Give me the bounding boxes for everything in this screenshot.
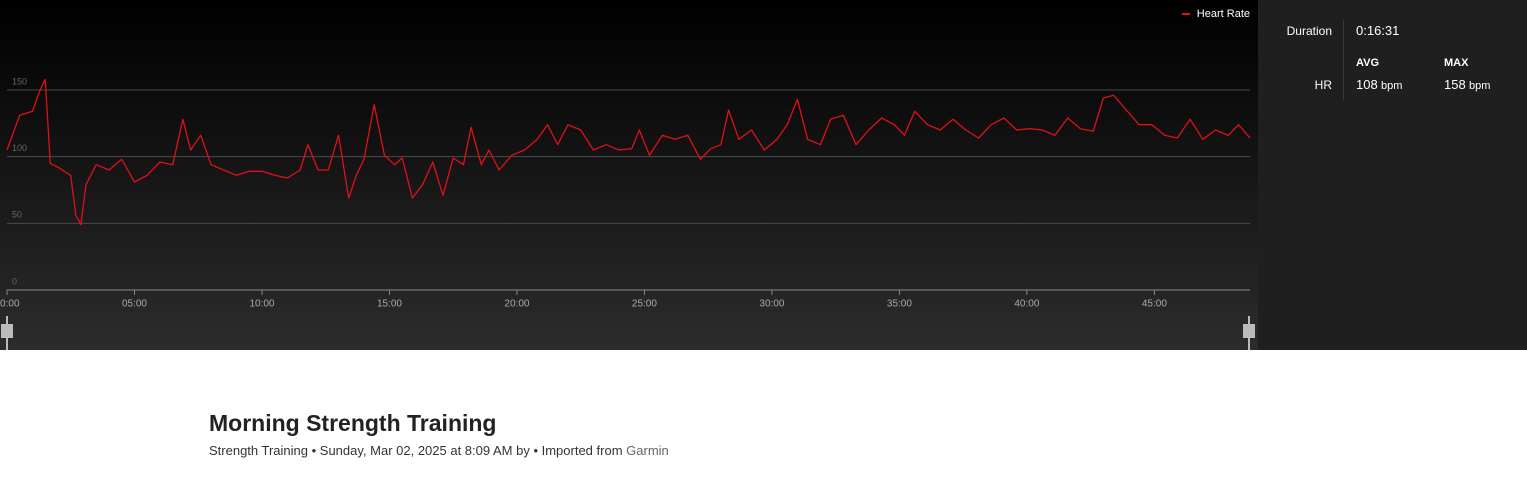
x-tick-label: 00:00 xyxy=(0,299,20,310)
activity-title: Morning Strength Training xyxy=(209,410,497,436)
y-tick-label: 50 xyxy=(12,210,22,220)
x-tick-label: 10:00 xyxy=(249,299,274,310)
range-handle-right[interactable] xyxy=(1243,324,1255,338)
divider xyxy=(1343,20,1344,100)
x-tick-label: 20:00 xyxy=(504,299,529,310)
hr-label: HR xyxy=(1314,78,1332,92)
avg-unit: bpm xyxy=(1381,80,1403,92)
y-tick-label: 100 xyxy=(12,143,27,153)
y-tick-label: 0 xyxy=(12,276,17,286)
x-tick-label: 40:00 xyxy=(1014,299,1039,310)
max-unit: bpm xyxy=(1469,80,1491,92)
activity-header: Morning Strength Training Strength Train… xyxy=(209,410,669,458)
activity-subtitle: Strength Training • Sunday, Mar 02, 2025… xyxy=(209,443,669,458)
chart: 0 50 100 150 00:00 05:00 10:00 15:00 20:00 25:00 3… xyxy=(0,0,1258,350)
max-stat: 158 bpm xyxy=(1444,77,1490,92)
max-value: 158 xyxy=(1444,77,1466,92)
avg-value: 108 xyxy=(1356,77,1378,92)
avg-stat: 108 bpm xyxy=(1356,77,1402,92)
x-tick-label: 45:00 xyxy=(1142,299,1167,310)
legend-label: Heart Rate xyxy=(1197,8,1250,20)
x-tick-label: 35:00 xyxy=(887,299,912,310)
x-tick-label: 25:00 xyxy=(632,299,657,310)
x-tick-label: 05:00 xyxy=(122,299,147,310)
stats-panel: Duration 0:16:31 AVG MAX HR 108 bpm 158 … xyxy=(1258,0,1527,350)
avg-label: AVG xyxy=(1356,57,1380,69)
duration-value: 0:16:31 xyxy=(1356,23,1400,38)
max-label: MAX xyxy=(1444,57,1469,69)
range-handle-left[interactable] xyxy=(1,324,13,338)
subtitle-text: Strength Training • Sunday, Mar 02, 2025… xyxy=(209,443,623,458)
y-tick-label: 150 xyxy=(12,76,27,86)
source-link[interactable]: Garmin xyxy=(626,443,669,458)
x-tick-label: 30:00 xyxy=(759,299,784,310)
line xyxy=(6,78,1251,226)
x-tick-label: 15:00 xyxy=(377,299,402,310)
duration-label: Duration xyxy=(1286,24,1332,38)
chart-background xyxy=(0,0,1258,350)
